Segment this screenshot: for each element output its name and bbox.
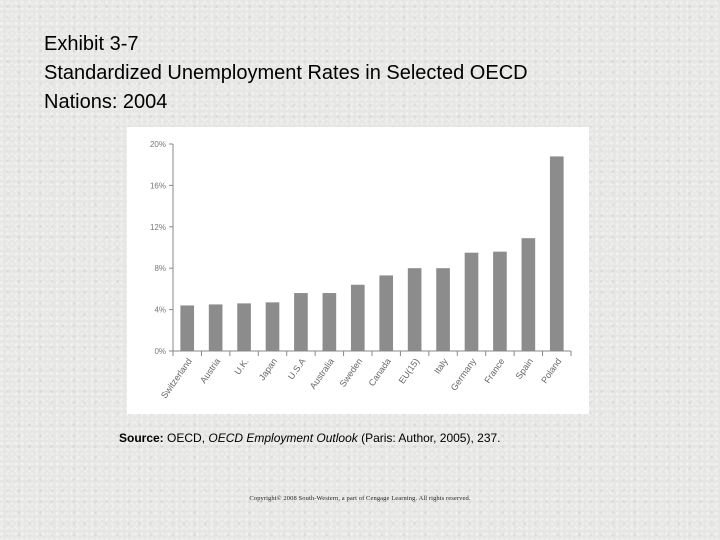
x-tick-label: Italy: [432, 356, 450, 376]
y-tick-label: 16%: [150, 181, 166, 190]
bar-chart: 0% 4% 8% 12% 16% 20% Switzerland Austria U.K. Ja…: [150, 140, 572, 400]
bar: [379, 275, 394, 351]
y-tick-label: 12%: [150, 223, 166, 232]
exhibit-number: Exhibit 3-7: [44, 33, 139, 55]
bars: [180, 156, 564, 351]
source-details: (Paris: Author, 2005), 237.: [357, 431, 501, 445]
source-book-title: OECD Employment Outlook: [208, 431, 358, 445]
title-line-3: Nations: 2004: [44, 91, 168, 113]
source-note: Source: OECD, OECD Employment Outlook (P…: [119, 431, 501, 445]
bar: [521, 238, 536, 351]
x-tick-label: U.K.: [232, 356, 250, 376]
x-tick-label: Spain: [514, 356, 535, 381]
source-label: Source:: [119, 431, 164, 445]
x-tick-label: Canada: [367, 356, 393, 388]
x-tick-label: Japan: [257, 356, 279, 382]
x-tick-label: France: [482, 356, 506, 385]
bar: [436, 268, 450, 351]
x-tick-label: Sweden: [338, 356, 365, 388]
bar: [322, 293, 337, 351]
x-tick-label: Germany: [449, 356, 479, 392]
x-tick-label: U.S.A: [286, 356, 308, 381]
y-axis: 0% 4% 8% 12% 16% 20%: [150, 140, 174, 356]
chart-panel: 0% 4% 8% 12% 16% 20% Switzerland Austria U.K. Ja…: [127, 127, 589, 414]
bar: [294, 293, 308, 351]
bar: [265, 302, 280, 351]
x-tick-label: Austria: [198, 356, 222, 385]
bar: [180, 305, 195, 351]
title-line-2: Standardized Unemployment Rates in Selec…: [44, 62, 528, 84]
x-tick-label: Poland: [539, 356, 563, 385]
x-axis: Switzerland Austria U.K. Japan U.S.A Australi…: [159, 350, 572, 400]
bar: [493, 251, 507, 351]
copyright-notice: Copyright© 2008 South-Western, a part of…: [249, 495, 471, 502]
bar: [350, 284, 365, 351]
y-tick-label: 8%: [154, 264, 166, 273]
exhibit-title: Exhibit 3-7 Standardized Unemployment Ra…: [44, 30, 528, 117]
bar: [464, 252, 479, 351]
source-publisher: OECD,: [163, 431, 209, 445]
y-tick-label: 0%: [154, 347, 166, 356]
y-tick-label: 20%: [150, 140, 166, 149]
bar: [549, 156, 564, 351]
x-tick-label: EU(15): [397, 356, 422, 385]
x-tick-label: Switzerland: [159, 356, 194, 400]
bar: [208, 304, 223, 351]
bar: [237, 303, 251, 351]
x-tick-label: Australia: [308, 356, 336, 390]
y-tick-label: 4%: [154, 306, 166, 315]
bar: [407, 268, 422, 351]
